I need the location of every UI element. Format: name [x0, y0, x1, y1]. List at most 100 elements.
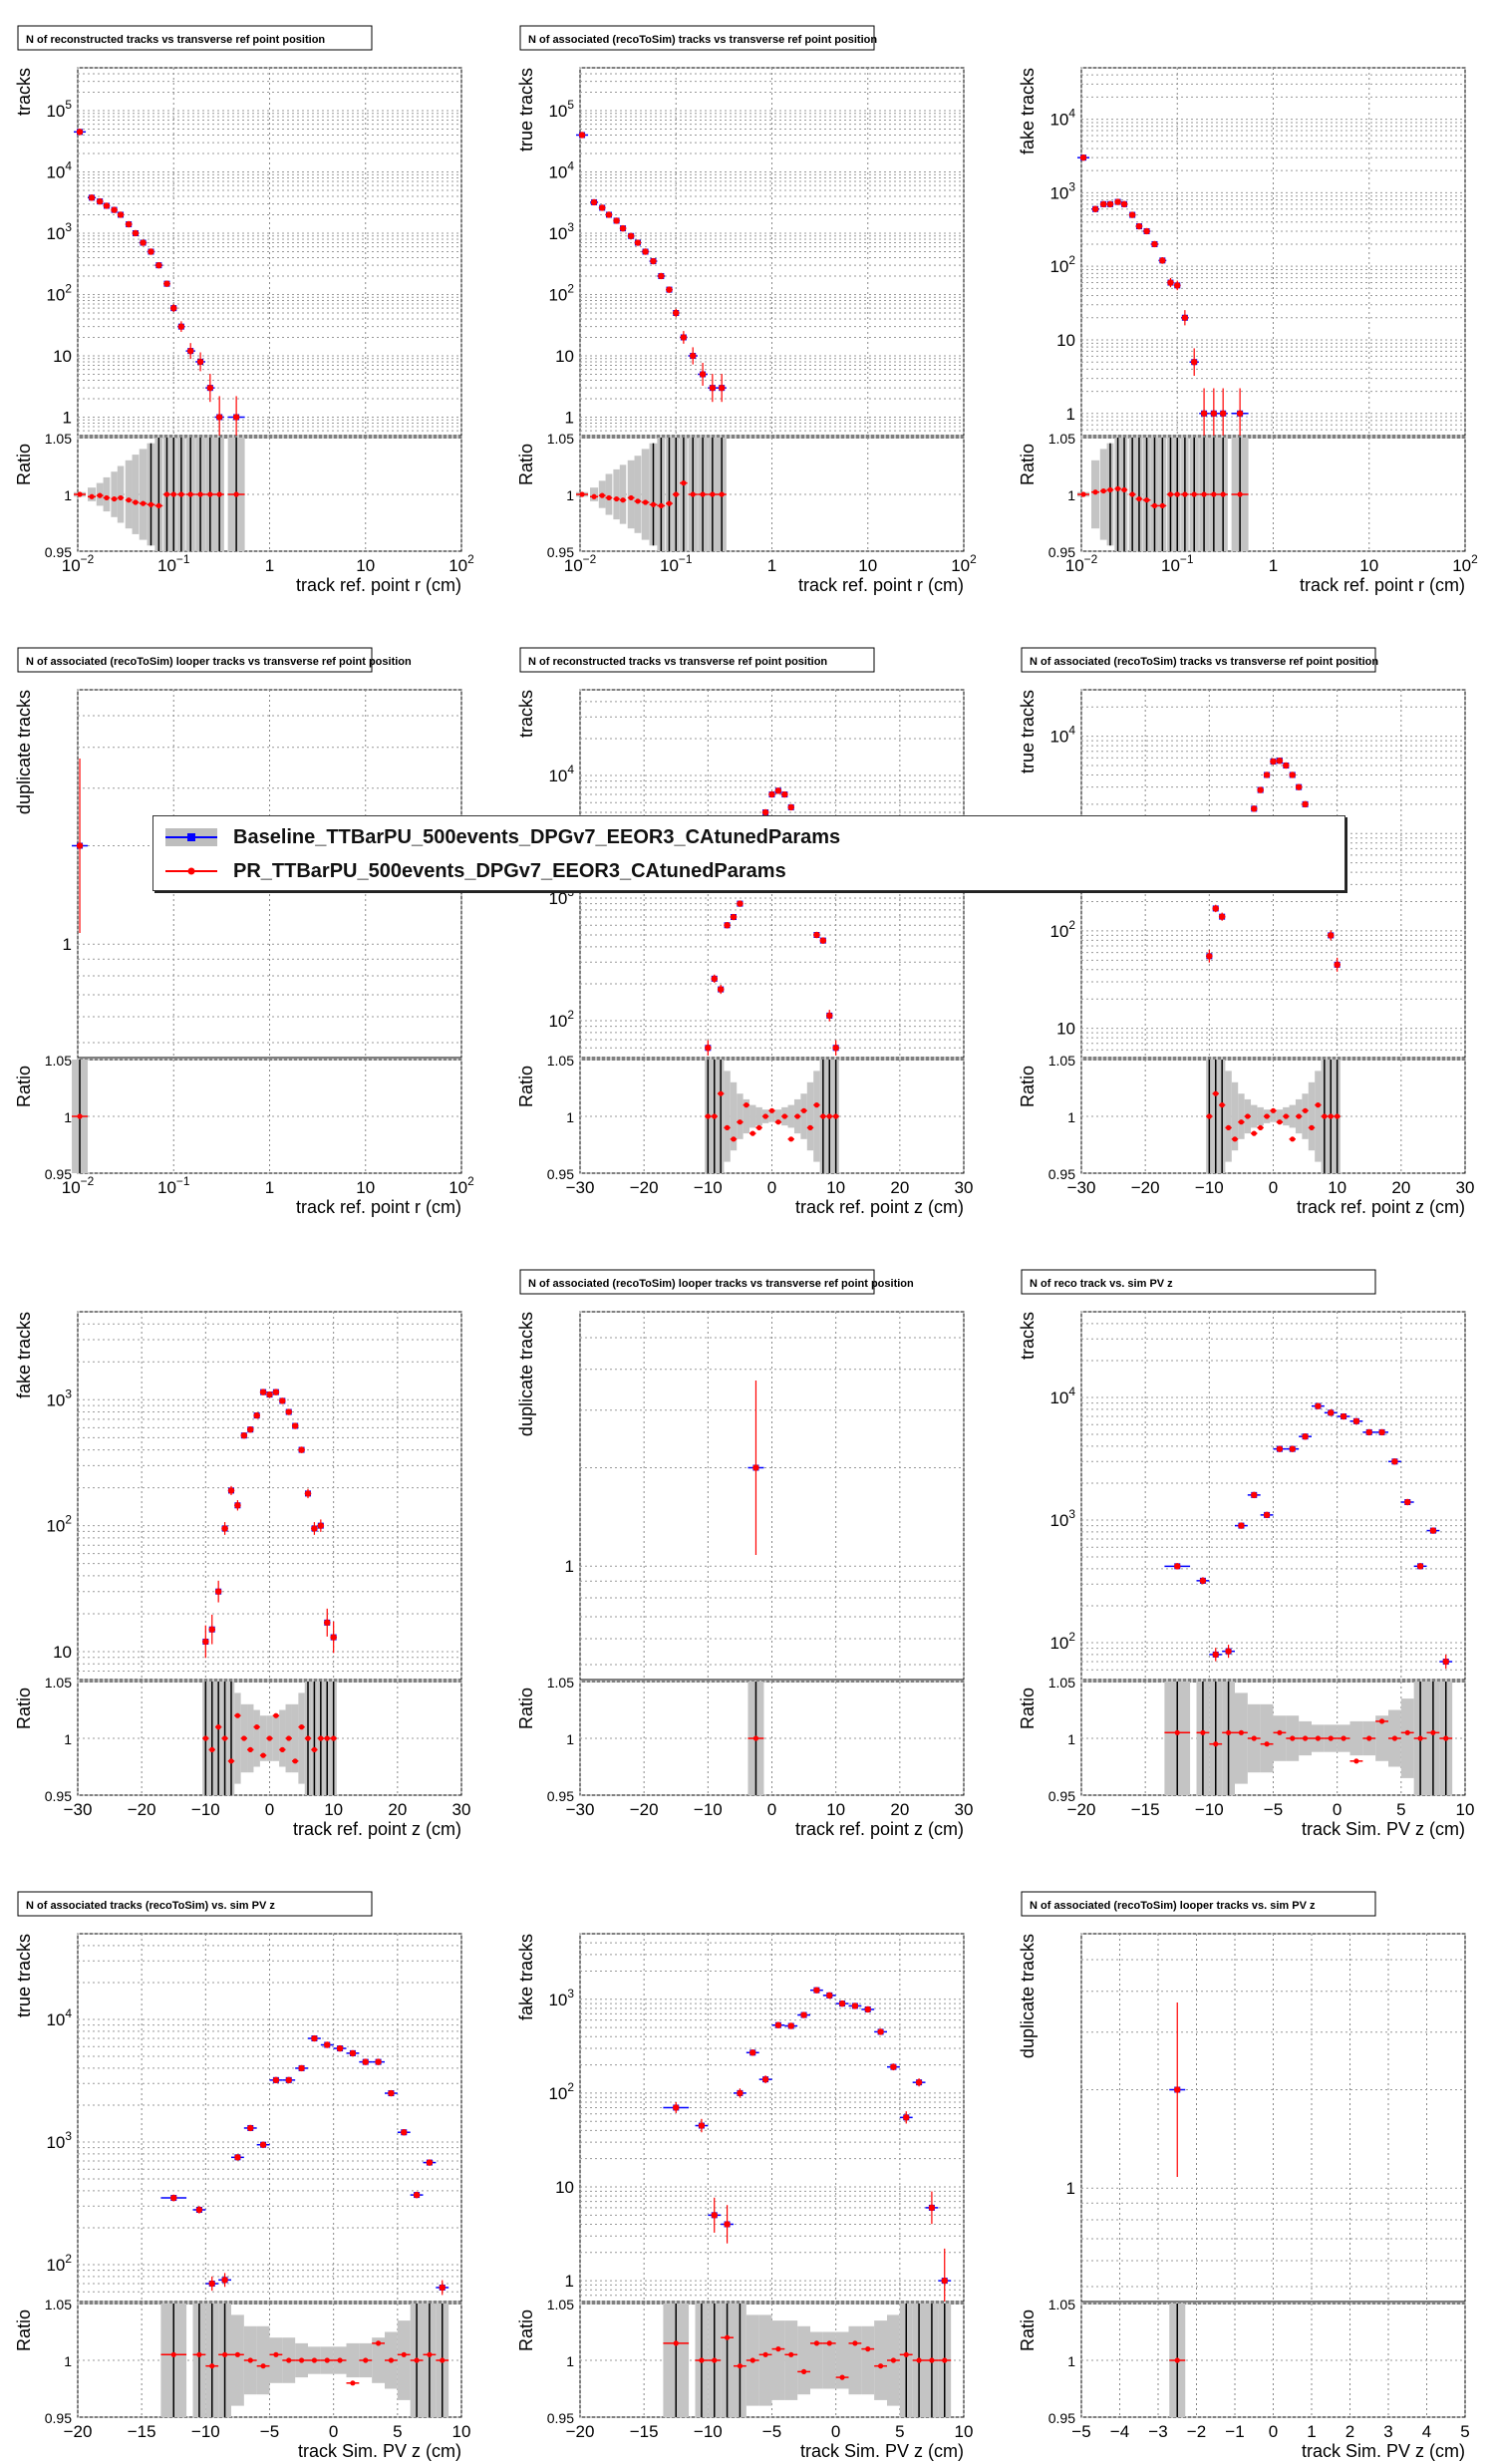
x-tick-label: −20	[630, 1178, 659, 1197]
pr-point	[1257, 786, 1264, 793]
pr-point	[819, 937, 827, 944]
ratio-point	[1174, 2357, 1180, 2363]
ratio-point	[440, 2357, 446, 2363]
pr-point	[749, 2049, 756, 2056]
pr-point	[1181, 314, 1189, 321]
y-axis-label: tracks	[14, 68, 34, 116]
ratio-band	[806, 1081, 814, 1151]
pr-point	[88, 194, 96, 201]
ratio-point	[839, 2374, 845, 2380]
legend-label-baseline: Baseline_TTBarPU_500events_DPGv7_EEOR3_C…	[233, 826, 841, 848]
x-tick-label: 10−2	[62, 1174, 95, 1197]
ratio-point	[126, 497, 132, 503]
pr-point	[76, 129, 84, 136]
x-axis-label: track ref. point z (cm)	[1297, 1197, 1465, 1217]
y-tick-label: 105	[46, 98, 72, 121]
ratio-point	[666, 500, 673, 506]
ratio-point	[719, 491, 725, 497]
pr-point	[1206, 953, 1213, 960]
pr-point	[1365, 1428, 1372, 1436]
pr-point	[155, 261, 162, 269]
y-tick-label: 102	[46, 2252, 72, 2275]
x-tick-label: −20	[1067, 1800, 1096, 1819]
pr-point	[813, 1987, 820, 1994]
y-axis-label: tracks	[1018, 1312, 1038, 1360]
ratio-point	[247, 2357, 253, 2363]
pr-point	[1429, 1527, 1437, 1534]
x-axis-label: track ref. point z (cm)	[795, 1197, 964, 1217]
pr-point	[761, 808, 769, 816]
pr-point	[221, 1525, 228, 1532]
pr-point	[1199, 1577, 1207, 1585]
pr-point	[1276, 757, 1284, 765]
ratio-point	[118, 494, 124, 501]
ratio-band	[743, 1098, 750, 1134]
y-tick-label: 10	[53, 1643, 72, 1662]
ratio-band	[627, 460, 635, 529]
ratio-y-axis-label: Ratio	[1018, 2310, 1038, 2351]
x-tick-label: −15	[128, 2422, 156, 2441]
pr-point	[724, 922, 731, 929]
x-tick-label: −30	[566, 1178, 595, 1197]
ratio-point	[724, 2334, 731, 2340]
x-axis-label: track Sim. PV z (cm)	[800, 2441, 964, 2461]
x-tick-label: 0	[265, 1800, 274, 1819]
pr-point	[234, 1502, 241, 1509]
pr-point	[1442, 1658, 1449, 1666]
ratio-point	[681, 480, 687, 486]
ratio-point	[363, 2357, 369, 2363]
ratio-y-tick-label: 1.05	[1048, 2297, 1075, 2312]
ratio-point	[1264, 1113, 1270, 1119]
pr-point	[240, 1431, 248, 1439]
x-tick-label: 1	[265, 556, 274, 575]
ratio-band	[1238, 1093, 1245, 1139]
pr-point	[285, 1408, 292, 1415]
x-tick-label: −4	[1110, 2422, 1129, 2441]
ratio-point	[579, 491, 585, 497]
chart-title: N of reconstructed tracks vs transverse …	[26, 34, 325, 46]
x-tick-label: −20	[64, 2422, 93, 2441]
pr-point	[208, 2280, 215, 2288]
ratio-point	[1167, 491, 1174, 497]
pr-point	[266, 1390, 273, 1398]
ratio-point	[234, 2351, 241, 2357]
ratio-point	[89, 493, 95, 499]
pr-point	[1352, 1417, 1360, 1425]
ratio-y-axis-label: Ratio	[1018, 1066, 1038, 1107]
ratio-point	[642, 499, 649, 505]
ratio-point	[305, 1735, 311, 1741]
ratio-point	[762, 1113, 768, 1119]
ratio-point	[1277, 1119, 1283, 1125]
y-tick-label: 10	[1056, 1020, 1075, 1039]
ratio-point	[826, 1113, 832, 1119]
ratio-y-axis-label: Ratio	[14, 1688, 34, 1729]
pr-point	[718, 384, 726, 392]
pr-point	[699, 371, 707, 378]
x-tick-label: 5	[393, 2422, 402, 2441]
ratio-y-tick-label: 0.95	[547, 544, 574, 560]
ratio-y-tick-label: 1	[566, 2353, 574, 2369]
chart-panel-4: N of associated (recoToSim) looper track…	[14, 647, 474, 1217]
x-tick-label: 0	[1269, 1178, 1278, 1197]
ratio-band	[247, 1703, 254, 1773]
ratio-point	[1322, 1113, 1328, 1119]
x-tick-label: 102	[951, 552, 977, 575]
x-tick-label: −5	[1264, 1800, 1283, 1819]
ratio-y-axis-label: Ratio	[1018, 444, 1038, 485]
ratio-band	[634, 456, 642, 533]
x-tick-label: 102	[448, 552, 474, 575]
pr-point	[1174, 2086, 1181, 2093]
ratio-y-tick-label: 1	[1067, 2353, 1075, 2369]
y-tick-label: 103	[548, 885, 574, 908]
ratio-band	[1231, 1081, 1239, 1151]
pr-point	[832, 1045, 839, 1052]
ratio-band	[253, 1709, 260, 1767]
pr-point	[186, 347, 194, 355]
chart-title-box	[1021, 1891, 1376, 1917]
pr-point	[813, 931, 820, 939]
ratio-band	[1273, 1715, 1287, 1761]
y-tick-label: 105	[548, 98, 574, 121]
ratio-point	[1238, 1729, 1245, 1735]
x-tick-label: 10−1	[157, 1174, 190, 1197]
pr-point	[1263, 771, 1271, 778]
